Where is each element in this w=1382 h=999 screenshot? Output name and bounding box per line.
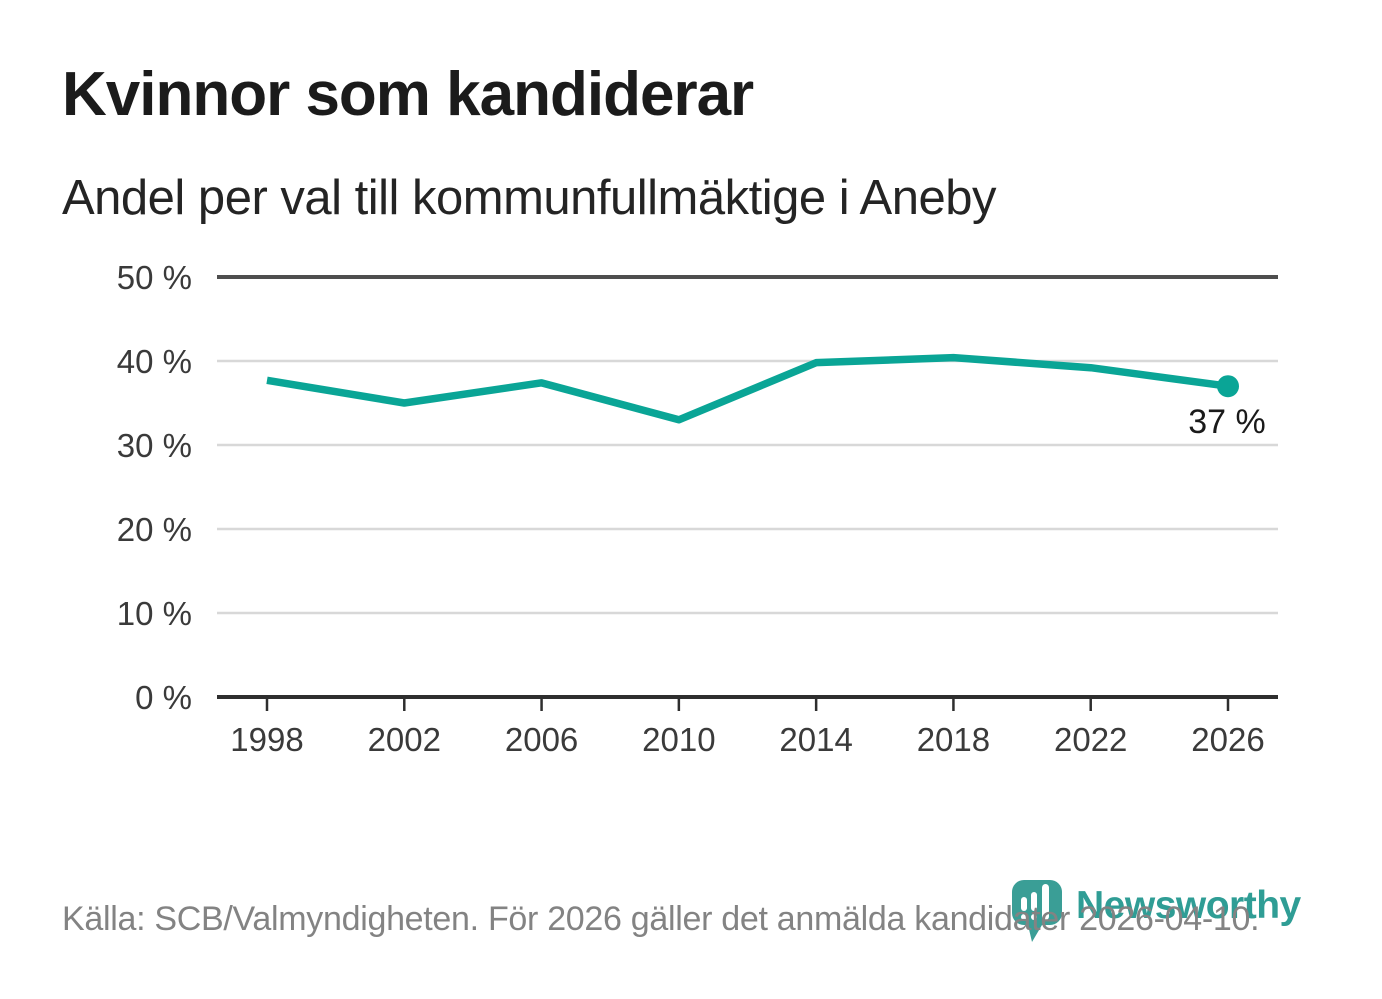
end-point-value-label: 37 %: [1188, 403, 1266, 441]
x-axis-label: 2018: [917, 721, 990, 758]
x-axis-label: 2022: [1054, 721, 1127, 758]
x-axis-label: 2002: [368, 721, 441, 758]
x-axis-label: 2010: [642, 721, 715, 758]
y-axis-label: 30 %: [117, 427, 192, 464]
newsworthy-logo-text: Newsworthy: [1076, 884, 1301, 927]
x-axis-label: 2026: [1191, 721, 1264, 758]
chart-subtitle: Andel per val till kommunfullmäktige i A…: [62, 171, 996, 225]
y-axis-label: 0 %: [135, 679, 192, 716]
y-axis-label: 20 %: [117, 511, 192, 548]
y-axis-label: 10 %: [117, 595, 192, 632]
data-line: [266, 353, 1229, 424]
source-note: Källa: SCB/Valmyndigheten. För 2026 gäll…: [62, 900, 1260, 938]
page-title: Kvinnor som kandiderar: [62, 60, 754, 129]
y-axis-label: 40 %: [117, 343, 192, 380]
y-axis-label: 50 %: [117, 259, 192, 296]
newsworthy-logo-icon: [1012, 880, 1062, 942]
newsworthy-logo: Newsworthy: [1012, 880, 1301, 942]
x-axis-label: 2014: [779, 721, 852, 758]
end-point-marker: [1217, 375, 1239, 398]
x-axis-label: 2006: [505, 721, 578, 758]
x-axis-label: 1998: [230, 721, 303, 758]
